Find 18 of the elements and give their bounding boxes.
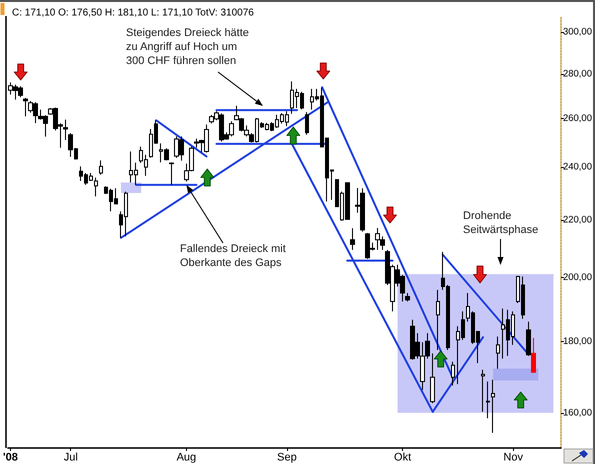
chart-title: C: 171,10 O: 176,50 H: 181,10 L: 171,10 TotV: 310076 <box>12 8 254 18</box>
annotation: Drohende Seitwärtsphase <box>463 209 538 237</box>
y-tick-label: 240,00 <box>562 162 592 173</box>
x-tick-label: '08 <box>2 452 18 464</box>
y-tick-label: 220,00 <box>562 214 592 226</box>
y-tick-label: 200,00 <box>562 272 592 284</box>
x-tick-label: Okt <box>394 452 412 464</box>
y-tick-label: 160,00 <box>562 407 592 418</box>
y-tick-label: 260,00 <box>562 113 592 124</box>
x-tick-label: Nov <box>503 452 524 464</box>
y-tick-label: 300,00 <box>562 26 592 38</box>
y-tick-label: 280,00 <box>562 68 592 80</box>
annotation: Fallendes Dreieck mit Oberkante des Gaps <box>180 242 286 270</box>
x-tick-label: Aug <box>176 452 196 464</box>
y-tick-label: 180,00 <box>562 336 592 348</box>
x-tick-label: Jul <box>64 452 78 464</box>
annotation: Steigendes Dreieck hätte zu Angriff auf Hoch um 300 CHF führen sollen <box>126 26 249 68</box>
x-tick-label: Sep <box>277 452 297 464</box>
